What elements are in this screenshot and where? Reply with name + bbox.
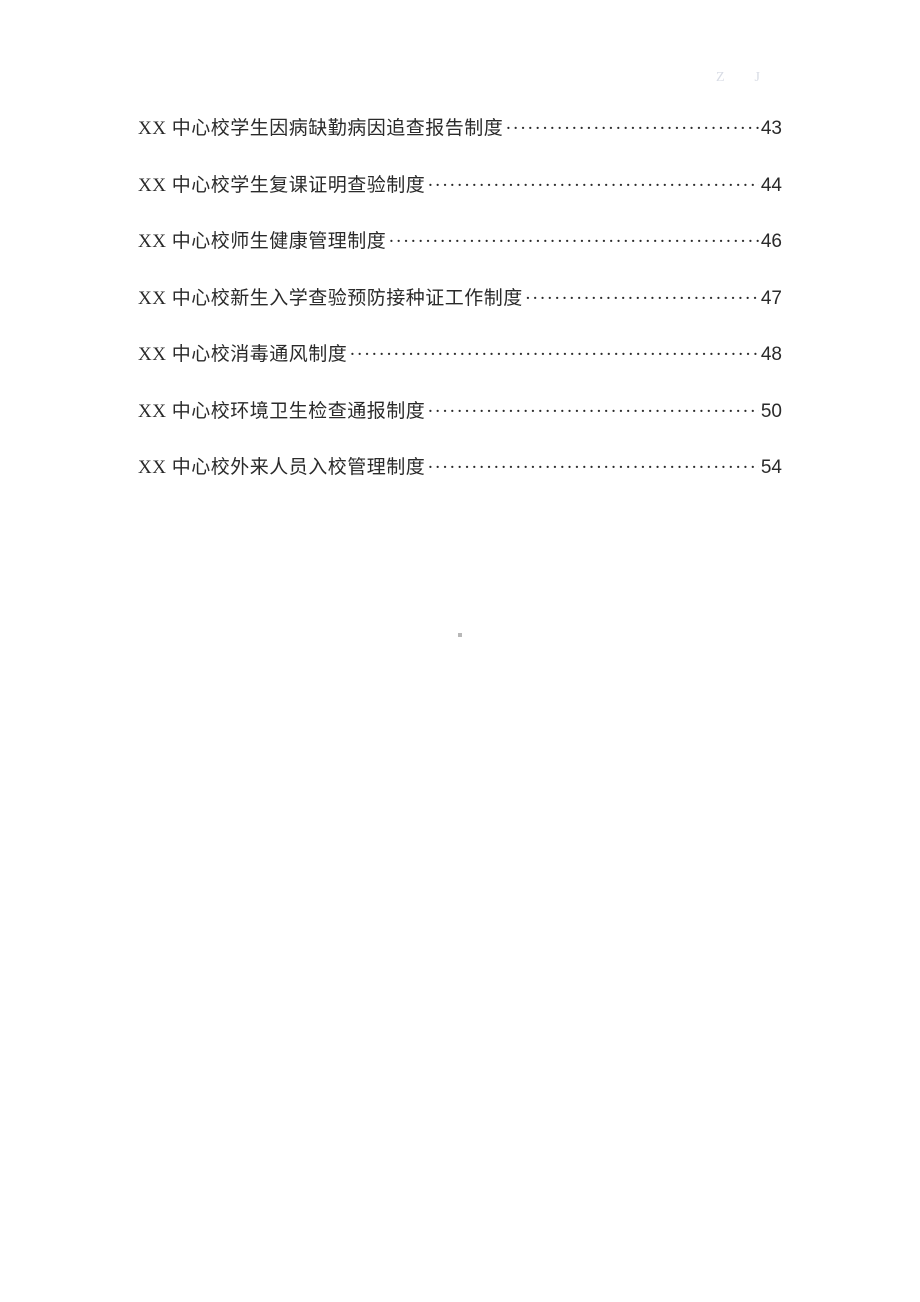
- toc-title: XX 中心校师生健康管理制度: [138, 228, 386, 257]
- toc-leader: [505, 115, 759, 144]
- toc-leader: [525, 285, 759, 314]
- toc-page-number: 54: [761, 454, 782, 483]
- toc-leader: [427, 172, 759, 201]
- toc-entry: XX 中心校消毒通风制度 48: [138, 341, 782, 370]
- toc-entry: XX 中心校学生因病缺勤病因追查报告制度 43: [138, 115, 782, 144]
- toc-title: XX 中心校新生入学查验预防接种证工作制度: [138, 285, 523, 314]
- toc-page-number: 50: [761, 398, 782, 427]
- toc-title: XX 中心校消毒通风制度: [138, 341, 347, 370]
- toc-page-number: 44: [761, 172, 782, 201]
- toc-leader: [388, 228, 759, 257]
- toc-title: XX 中心校学生复课证明查验制度: [138, 172, 425, 201]
- table-of-contents: XX 中心校学生因病缺勤病因追查报告制度 43 XX 中心校学生复课证明查验制度…: [138, 115, 782, 511]
- header-watermark: ZJ: [716, 70, 790, 86]
- toc-title: XX 中心校环境卫生检查通报制度: [138, 398, 425, 427]
- toc-page-number: 47: [761, 285, 782, 314]
- toc-entry: XX 中心校环境卫生检查通报制度 50: [138, 398, 782, 427]
- toc-page-number: 46: [761, 228, 782, 257]
- toc-page-number: 48: [761, 341, 782, 370]
- toc-page-number: 43: [761, 115, 782, 144]
- toc-entry: XX 中心校新生入学查验预防接种证工作制度 47: [138, 285, 782, 314]
- toc-leader: [349, 341, 759, 370]
- toc-leader: [427, 398, 759, 427]
- toc-entry: XX 中心校外来人员入校管理制度 54: [138, 454, 782, 483]
- toc-leader: [427, 454, 759, 483]
- toc-entry: XX 中心校学生复课证明查验制度 44: [138, 172, 782, 201]
- toc-title: XX 中心校外来人员入校管理制度: [138, 454, 425, 483]
- toc-title: XX 中心校学生因病缺勤病因追查报告制度: [138, 115, 503, 144]
- toc-entry: XX 中心校师生健康管理制度 46: [138, 228, 782, 257]
- center-marker: [458, 633, 462, 637]
